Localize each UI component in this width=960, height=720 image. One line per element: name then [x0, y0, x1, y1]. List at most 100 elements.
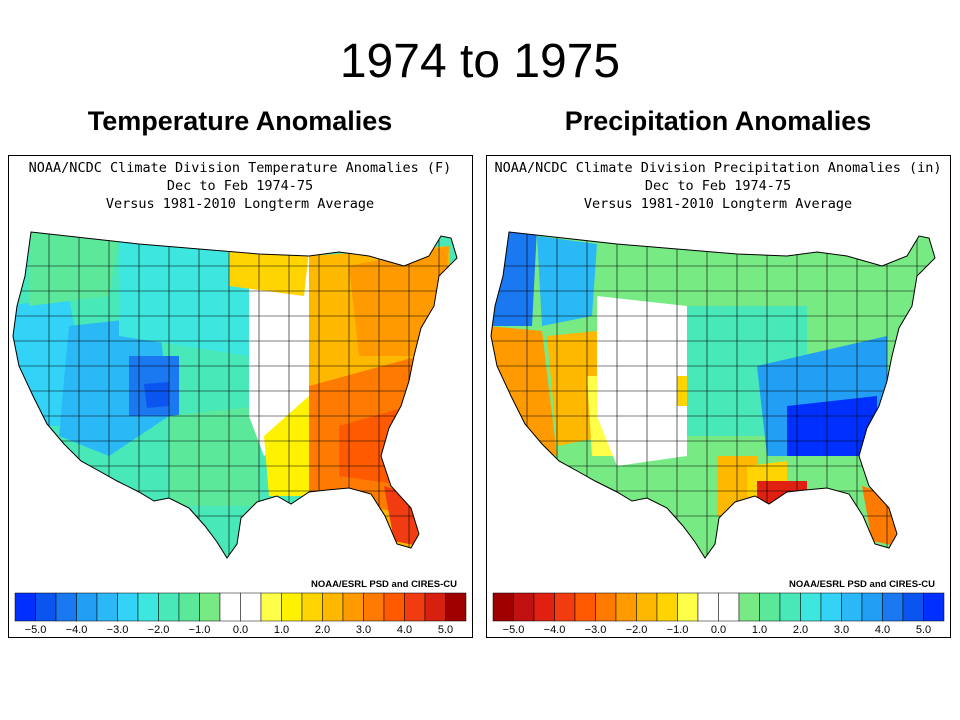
temperature-heading: Temperature Anomalies	[87, 106, 393, 136]
temperature-map-title-line2: Dec to Feb 1974-75	[167, 178, 313, 194]
temperature-colorbar-swatch	[342, 592, 364, 622]
precipitation-region-idaho-montana	[537, 236, 597, 326]
precipitation-colorbar-swatch	[779, 592, 801, 622]
precipitation-map-title-line3: Versus 1981-2010 Longterm Average	[584, 196, 852, 212]
temperature-division-lines	[13, 232, 457, 558]
precipitation-map-svg: NOAA/NCDC Climate Division Precipitation…	[490, 160, 945, 636]
temperature-colorbar-swatch	[178, 592, 200, 622]
precipitation-colorbar-swatch	[533, 592, 555, 622]
precipitation-colorbar-tick-label: −2.0	[626, 624, 648, 636]
temperature-colorbar-swatch	[55, 592, 77, 622]
precipitation-colorbar-swatch	[636, 592, 658, 622]
temperature-map-title-line3: Versus 1981-2010 Longterm Average	[106, 196, 374, 212]
precipitation-colorbar-swatch	[923, 592, 945, 622]
precipitation-heading: Precipitation Anomalies	[564, 106, 872, 136]
temperature-map-panel: NOAA/NCDC Climate Division Temperature A…	[8, 155, 473, 638]
precipitation-map-panel: NOAA/NCDC Climate Division Precipitation…	[486, 155, 951, 638]
precipitation-division-lines	[491, 232, 935, 558]
precipitation-colorbar-tick-label: −5.0	[503, 624, 525, 636]
precipitation-map-title-line1: NOAA/NCDC Climate Division Precipitation…	[494, 160, 941, 176]
temperature-us-outline	[12, 231, 458, 559]
temperature-region-southwest	[59, 316, 169, 456]
temperature-region-mississippi	[264, 396, 309, 496]
temperature-colorbar-swatch	[76, 592, 98, 622]
precipitation-colorbar-tick-label: 2.0	[793, 624, 808, 636]
temperature-colorbar-tick-label: 2.0	[315, 624, 330, 636]
precipitation-credit: NOAA/ESRL PSD and CIRES-CU	[789, 579, 935, 590]
precipitation-colorbar-swatch	[492, 592, 514, 622]
temperature-colorbar-tick-label: 0.0	[233, 624, 248, 636]
precipitation-region-rockies	[597, 296, 687, 466]
temperature-colorbar-swatch	[322, 592, 344, 622]
precipitation-colorbar-tick-label: −3.0	[585, 624, 607, 636]
precipitation-us-map	[490, 231, 936, 559]
precipitation-colorbar-swatch	[759, 592, 781, 622]
precipitation-colorbar-tick-label: 3.0	[834, 624, 849, 636]
temperature-colorbar	[14, 592, 467, 622]
precipitation-colorbar-swatch	[697, 592, 719, 622]
precipitation-colorbar-tick-label: 1.0	[752, 624, 767, 636]
precipitation-colorbar-tick-label: 5.0	[916, 624, 931, 636]
precipitation-colorbar-tick-label: 0.0	[711, 624, 726, 636]
temperature-colorbar-tick-label: −1.0	[189, 624, 211, 636]
temperature-colorbar-swatch	[35, 592, 57, 622]
precipitation-colorbar-swatch	[902, 592, 924, 622]
precipitation-colorbar-swatch	[718, 592, 740, 622]
temperature-colorbar-swatch	[301, 592, 323, 622]
precipitation-colorbar-swatch	[574, 592, 596, 622]
precipitation-colorbar-tick-label: 4.0	[875, 624, 890, 636]
precipitation-colorbar-swatch	[841, 592, 863, 622]
temperature-colorbar-swatch	[96, 592, 118, 622]
precipitation-colorbar-swatch	[554, 592, 576, 622]
temperature-colorbar-tick-label: −3.0	[107, 624, 129, 636]
precipitation-region-gulf-coast-louisiana	[757, 481, 807, 506]
temperature-colorbar-ticks: −5.0 −4.0 −3.0 −2.0 −1.0 0.0 1.0 2.0 3.0 4.0 5.0	[25, 624, 454, 636]
temperature-colorbar-tick-label: −2.0	[148, 624, 170, 636]
precipitation-colorbar-swatch	[595, 592, 617, 622]
temperature-colorbar-swatch	[281, 592, 303, 622]
temperature-colorbar-tick-label: −5.0	[25, 624, 47, 636]
temperature-colorbar-swatch	[240, 592, 262, 622]
precipitation-colorbar-swatch	[677, 592, 699, 622]
precipitation-map-title-line2: Dec to Feb 1974-75	[645, 178, 791, 194]
temperature-colorbar-tick-label: 3.0	[356, 624, 371, 636]
temperature-us-map	[12, 231, 458, 559]
temperature-colorbar-swatch	[445, 592, 467, 622]
temperature-colorbar-swatch	[219, 592, 241, 622]
precipitation-colorbar-swatch	[656, 592, 678, 622]
temperature-region-colorado-core	[144, 382, 169, 408]
temperature-colorbar-swatch	[137, 592, 159, 622]
temperature-colorbar-swatch	[363, 592, 385, 622]
precipitation-us-outline	[490, 231, 936, 559]
temperature-credit: NOAA/ESRL PSD and CIRES-CU	[311, 579, 457, 590]
temperature-colorbar-swatch	[260, 592, 282, 622]
temperature-map-title-line1: NOAA/NCDC Climate Division Temperature A…	[29, 160, 452, 176]
temperature-colorbar-swatch	[424, 592, 446, 622]
precipitation-colorbar-swatch	[820, 592, 842, 622]
precipitation-colorbar-swatch	[882, 592, 904, 622]
precipitation-colorbar-swatch	[861, 592, 883, 622]
temperature-colorbar-tick-label: 1.0	[274, 624, 289, 636]
precipitation-colorbar-ticks: −5.0 −4.0 −3.0 −2.0 −1.0 0.0 1.0 2.0 3.0 4.0 5.0	[503, 624, 932, 636]
precipitation-colorbar-swatch	[738, 592, 760, 622]
temperature-colorbar-swatch	[383, 592, 405, 622]
temperature-colorbar-swatch	[158, 592, 180, 622]
precipitation-colorbar-tick-label: −1.0	[667, 624, 689, 636]
temperature-colorbar-swatch	[14, 592, 36, 622]
temperature-colorbar-tick-label: 4.0	[397, 624, 412, 636]
precipitation-colorbar-tick-label: −4.0	[544, 624, 566, 636]
temperature-region-southern-plains	[169, 406, 259, 506]
temperature-colorbar-tick-label: −4.0	[66, 624, 88, 636]
precipitation-colorbar-swatch	[615, 592, 637, 622]
temperature-colorbar-swatch	[117, 592, 139, 622]
temperature-colorbar-swatch	[199, 592, 221, 622]
temperature-map-svg: NOAA/NCDC Climate Division Temperature A…	[12, 160, 467, 636]
temperature-region-northern-plains	[119, 241, 249, 356]
precipitation-colorbar-swatch	[800, 592, 822, 622]
temperature-colorbar-swatch	[404, 592, 426, 622]
slide-title: 1974 to 1975	[339, 35, 621, 88]
precipitation-colorbar-swatch	[513, 592, 535, 622]
temperature-colorbar-tick-label: 5.0	[438, 624, 453, 636]
precipitation-colorbar	[492, 592, 945, 622]
temperature-region-midwest	[249, 251, 309, 456]
